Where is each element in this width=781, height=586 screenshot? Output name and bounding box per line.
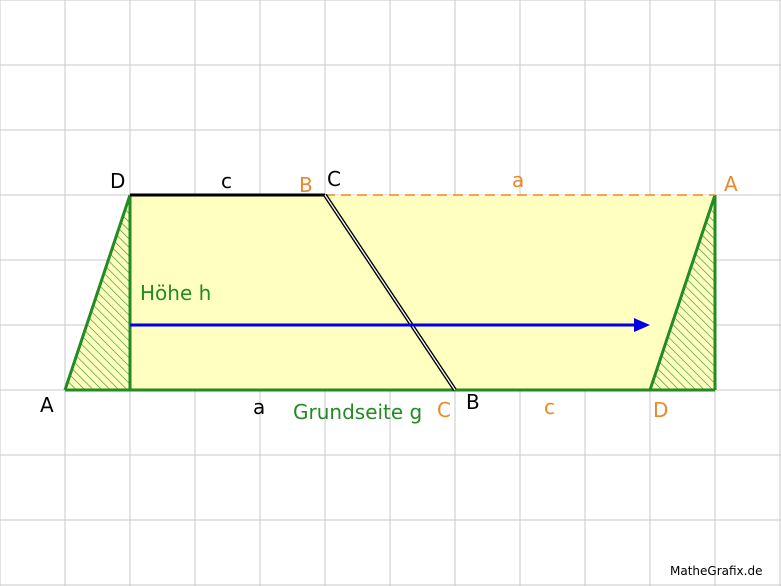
label-height: Höhe h	[140, 281, 211, 305]
label-c-top-vertex: C	[327, 167, 341, 191]
label-c-bottom-side: c	[544, 395, 555, 419]
edge-right-slant	[648, 194, 717, 391]
credit-text: MatheGrafix.de	[670, 564, 762, 578]
label-c-top-side: c	[221, 169, 232, 193]
height-arrow-head	[634, 318, 650, 332]
label-base: Grundseite g	[293, 400, 422, 424]
label-a-bottom-side: a	[253, 395, 265, 419]
label-b-bottom-vertex: B	[466, 390, 480, 414]
label-d-top-vertex: D	[110, 169, 125, 193]
label-a-right-vertex: A	[724, 172, 738, 196]
label-a-left-vertex: A	[40, 393, 54, 417]
label-a-top-side: a	[512, 168, 524, 192]
label-c-orange-bottom: C	[437, 398, 451, 422]
label-d-orange-bottom: D	[653, 398, 668, 422]
label-b-orange-top: B	[299, 173, 313, 197]
edge-diagonal-cb-inner	[324, 194, 456, 391]
edge-left-slant	[63, 194, 132, 391]
